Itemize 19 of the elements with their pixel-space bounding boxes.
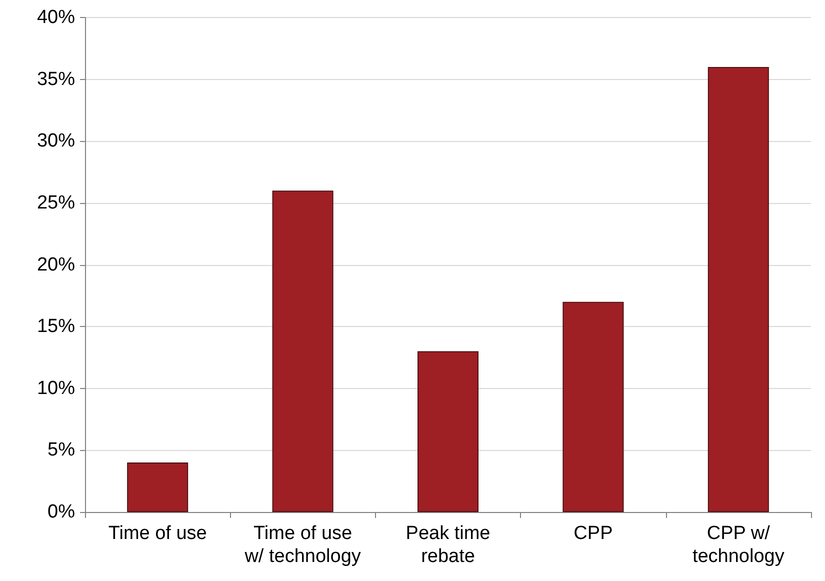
y-tick-label: 35% — [36, 68, 76, 90]
x-tick-label: Peak time rebate — [406, 523, 490, 567]
y-tick-label: 40% — [36, 7, 76, 28]
bar — [418, 351, 478, 512]
bar — [272, 190, 334, 512]
x-tick-label: Time of use w/ technology — [244, 523, 362, 567]
y-tick-label: 0% — [48, 502, 76, 522]
y-tick-label: 20% — [36, 254, 76, 276]
y-tick-label: 25% — [36, 192, 76, 214]
x-tick-label: CPP w/ technology — [692, 523, 785, 567]
bar — [562, 302, 624, 512]
y-tick-label: 30% — [36, 130, 76, 152]
y-tick-label: 10% — [36, 378, 76, 399]
y-tick-label: 5% — [48, 440, 76, 461]
y-tick-label: 15% — [36, 316, 76, 338]
x-tick-label: Time of use — [108, 523, 207, 544]
bar — [708, 66, 769, 512]
x-tick-label: CPP — [574, 523, 613, 544]
bar — [127, 462, 188, 512]
